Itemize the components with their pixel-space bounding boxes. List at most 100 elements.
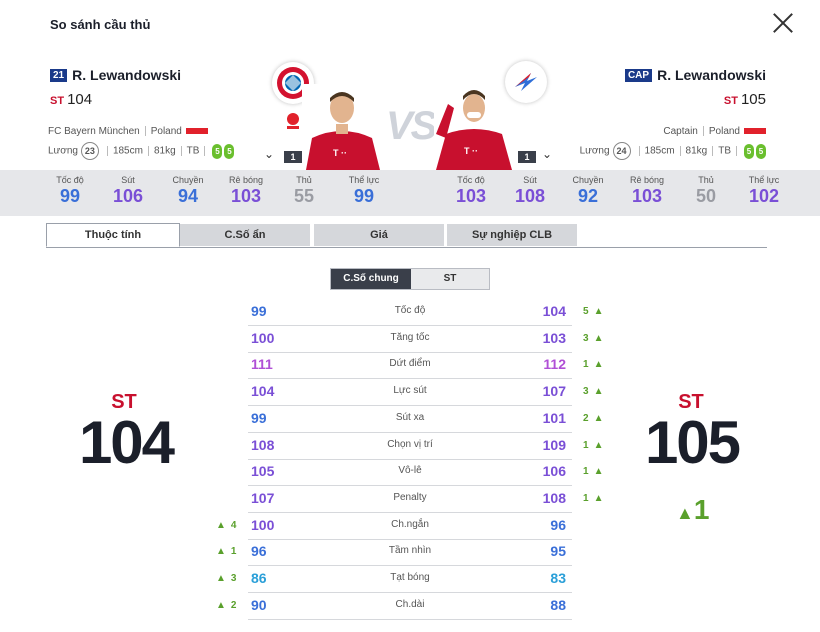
right-stat-shooting: Sút 108 — [514, 175, 546, 206]
table-row: Tốc độ 99 104 — [248, 298, 572, 326]
attribute-name: Ch.dài — [395, 599, 425, 610]
up-arrow-icon: ▲ — [593, 386, 604, 397]
up-arrow-icon: ▲ — [216, 520, 226, 531]
attribute-name: Lực sút — [393, 385, 427, 396]
tab-club-career[interactable]: Sự nghiệp CLB — [447, 224, 577, 246]
left-player-name[interactable]: R. Lewandowski — [72, 67, 182, 83]
close-icon[interactable] — [770, 10, 796, 36]
up-arrow-icon: ▲ — [593, 359, 604, 370]
table-row: Vô-lê 105 106 — [248, 458, 572, 486]
left-stat-dribbling: Rê bóng 103 — [228, 175, 264, 206]
right-ovr: 105 — [740, 91, 766, 108]
right-stat-dribbling: Rê bóng 103 — [629, 175, 665, 206]
table-row: Tăng tốc 100 103 — [248, 325, 572, 353]
left-diff-value: 1 — [230, 546, 237, 557]
up-arrow-icon: ▲ — [593, 440, 604, 451]
summary-stat-bar: Tốc độ 99 Sút 106 Chuyền 94 Rê bóng 103 Thủ 5… — [0, 170, 820, 216]
left-salary: 23 — [80, 142, 99, 160]
table-row: Tầm nhìn 96 95 — [248, 538, 572, 566]
captain-badge-icon — [505, 61, 547, 103]
right-diff-value: 5 — [583, 306, 589, 317]
right-stat-pace: Tốc độ 103 — [455, 175, 487, 206]
bayern-badge-icon — [272, 62, 314, 104]
segment-general[interactable]: C.Số chung — [331, 269, 411, 289]
right-diff-indicator: 1 ▲ — [583, 466, 603, 477]
right-player-name[interactable]: R. Lewandowski — [657, 67, 766, 83]
page-title: So sánh cầu thủ — [50, 17, 151, 32]
right-club-line: Captain Poland — [560, 126, 766, 137]
attribute-name: Sút xa — [395, 412, 425, 423]
table-row: Ch.dài 90 88 — [248, 592, 572, 620]
left-big-position: ST — [111, 391, 137, 413]
right-club: Captain — [663, 126, 698, 137]
attribute-name: Tăng tốc — [390, 332, 430, 343]
right-player-name-line: CAP R. Lewandowski — [580, 67, 766, 85]
right-diff-indicator: 1 ▲ — [583, 440, 603, 451]
table-row: Penalty 107 108 — [248, 485, 572, 513]
tab-hidden-stats[interactable]: C.Số ẩn — [180, 224, 310, 246]
right-diff-value: 1 — [583, 440, 589, 451]
left-diff-indicator: ▲ 1 — [216, 546, 236, 557]
stat-segment-toggle: C.Số chung ST — [330, 268, 490, 290]
left-chevron-down-icon[interactable]: ⌄ — [264, 147, 275, 161]
right-diff-value: 1 — [583, 493, 589, 504]
up-arrow-icon: ▲ — [593, 413, 604, 424]
left-attribute-value: 108 — [251, 437, 275, 453]
left-attribute-value: 111 — [251, 356, 273, 372]
right-attrs-line: Lương 24 185cm 81kg TB 5 5 — [540, 142, 766, 160]
tab-attributes[interactable]: Thuộc tính — [46, 223, 180, 247]
left-position-ovr: ST 104 — [50, 91, 92, 108]
right-count-tag: 1 — [518, 151, 536, 163]
left-diff-indicator: ▲ 3 — [216, 573, 236, 584]
left-attribute-value: 90 — [251, 597, 267, 613]
right-salary: 24 — [612, 142, 631, 160]
right-player-photo[interactable]: T ·· — [434, 84, 514, 170]
table-row: Chọn vị trí 108 109 — [248, 432, 572, 460]
right-foot-right: 5 — [756, 143, 766, 159]
left-stat-shooting: Sút 106 — [112, 175, 144, 206]
right-body: TB — [718, 145, 731, 157]
right-attribute-value: 109 — [542, 437, 566, 453]
right-attribute-value: 103 — [542, 330, 566, 346]
right-stat-physical: Thể lực 102 — [748, 175, 780, 206]
left-weight: 81kg — [153, 145, 176, 157]
right-ovr-diff: ▲1 — [676, 494, 710, 525]
left-player-photo[interactable]: T ·· — [302, 84, 382, 170]
right-diff-indicator: 5 ▲ — [583, 306, 603, 317]
right-diff-indicator: 3 ▲ — [583, 386, 603, 397]
right-attribute-value: 104 — [542, 303, 566, 319]
left-diff-indicator: ▲ 4 — [216, 520, 236, 531]
right-foot-left: 5 — [744, 143, 754, 159]
left-stat-physical: Thể lực 99 — [348, 175, 380, 206]
right-attribute-value: 95 — [550, 543, 566, 559]
right-diff-value: 2 — [583, 413, 589, 424]
right-weight: 81kg — [685, 145, 708, 157]
up-arrow-icon: ▲ — [593, 306, 604, 317]
right-attribute-value: 108 — [542, 490, 566, 506]
left-height: 185cm — [112, 145, 143, 157]
attribute-name: Tốc độ — [394, 305, 426, 316]
left-attribute-value: 99 — [251, 303, 267, 319]
up-arrow-icon: ▲ — [216, 600, 226, 611]
left-player-name-line: 21 R. Lewandowski — [50, 67, 181, 85]
left-nation: Poland — [150, 126, 182, 137]
left-diff-value: 4 — [230, 520, 237, 531]
right-chevron-down-icon[interactable]: ⌄ — [542, 147, 553, 161]
left-attribute-value: 105 — [251, 463, 275, 479]
left-club: FC Bayern München — [48, 126, 140, 137]
up-arrow-icon: ▲ — [216, 573, 226, 584]
left-attribute-value: 104 — [251, 383, 275, 399]
tab-bar: Thuộc tính C.Số ẩn Giá Sự nghiệp CLB — [46, 223, 767, 248]
left-diff-value: 2 — [230, 600, 237, 611]
poland-federation-icon — [284, 112, 302, 132]
left-count-tag: 1 — [284, 151, 302, 163]
left-attrs-line: Lương 23 185cm 81kg TB 5 5 — [48, 142, 235, 160]
attribute-name: Tầm nhìn — [388, 545, 432, 556]
left-ovr: 104 — [67, 91, 93, 108]
right-attribute-value: 112 — [543, 356, 566, 372]
attribute-name: Chọn vị trí — [387, 439, 433, 450]
poland-flag-icon — [744, 128, 766, 135]
right-diff-value: 1 — [583, 359, 589, 370]
tab-price[interactable]: Giá — [314, 224, 444, 246]
segment-st[interactable]: ST — [411, 269, 489, 289]
